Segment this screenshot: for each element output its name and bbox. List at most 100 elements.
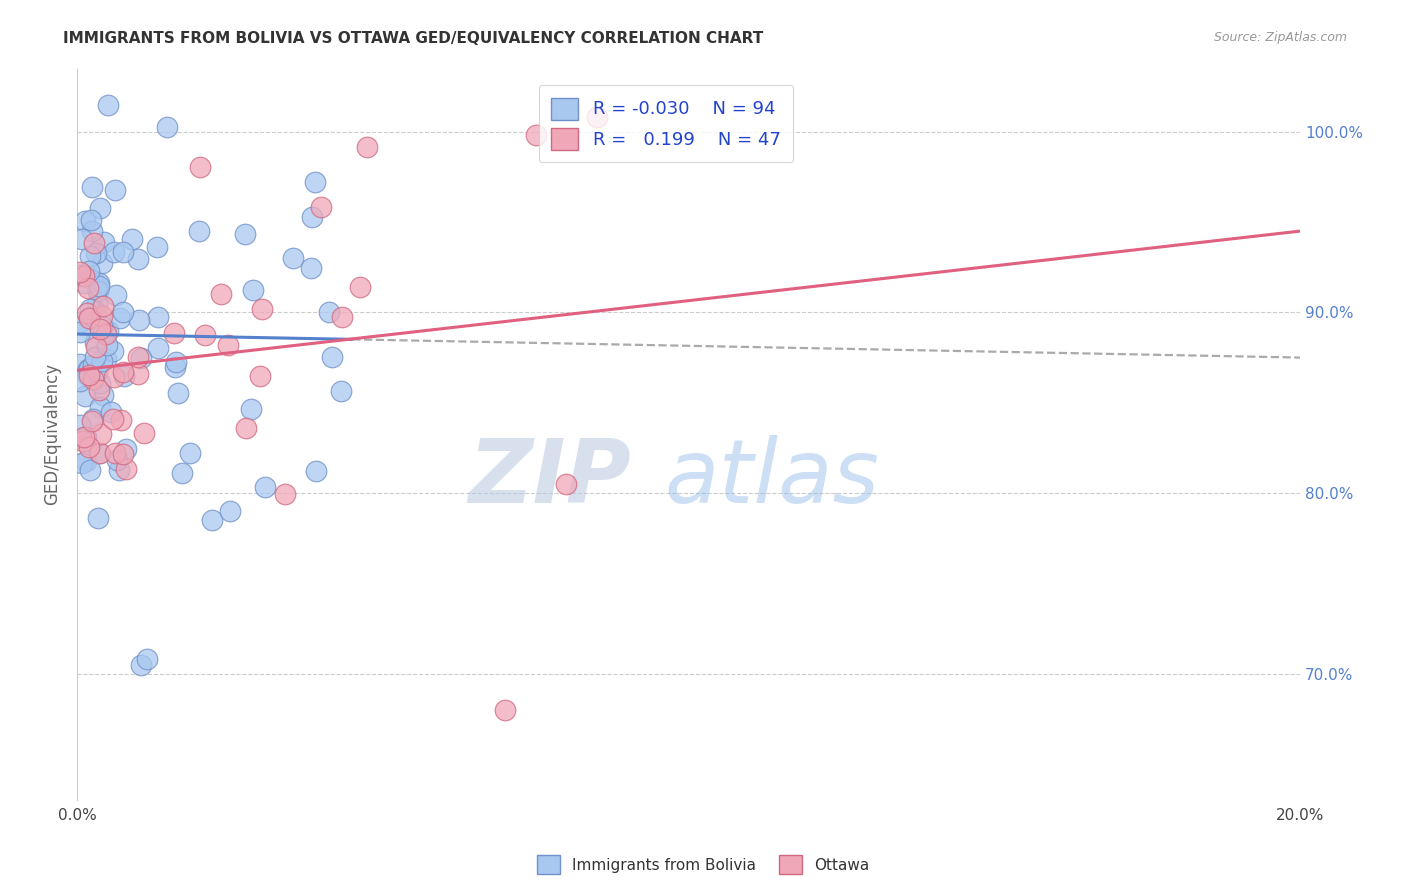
Point	[70, 232, 93, 246]
Text: ZIP: ZIP	[468, 434, 631, 522]
Point	[82, 358, 104, 372]
Point	[188, 160, 211, 174]
Point	[127, 367, 149, 381]
Point	[356, 139, 378, 153]
Point	[89, 427, 111, 442]
Point	[75, 454, 97, 468]
Point	[233, 227, 256, 241]
Point	[145, 240, 167, 254]
Point	[101, 411, 124, 425]
Point	[524, 128, 547, 143]
Point	[91, 310, 114, 324]
Point	[84, 305, 107, 319]
Point	[84, 350, 107, 364]
Point	[79, 302, 101, 317]
Point	[75, 430, 97, 444]
Point	[103, 245, 125, 260]
Point	[83, 236, 105, 251]
Point	[121, 232, 143, 246]
Point	[127, 252, 149, 267]
Point	[165, 355, 187, 369]
Legend: R = -0.030    N = 94, R =   0.199    N = 47: R = -0.030 N = 94, R = 0.199 N = 47	[538, 85, 793, 162]
Point	[91, 388, 114, 402]
Point	[69, 357, 91, 371]
Point	[235, 421, 257, 435]
Point	[129, 657, 152, 672]
Point	[69, 265, 91, 279]
Point	[87, 510, 110, 524]
Point	[91, 256, 114, 270]
Point	[79, 463, 101, 477]
Point	[77, 368, 100, 383]
Point	[274, 487, 297, 501]
Point	[112, 365, 135, 379]
Point	[93, 235, 115, 249]
Point	[77, 440, 100, 454]
Point	[127, 351, 149, 365]
Point	[253, 480, 276, 494]
Point	[94, 326, 117, 341]
Point	[114, 462, 136, 476]
Point	[84, 335, 107, 350]
Point	[76, 362, 98, 376]
Point	[89, 279, 111, 293]
Point	[585, 110, 607, 124]
Point	[91, 319, 114, 334]
Point	[77, 281, 100, 295]
Point	[163, 326, 186, 341]
Point	[318, 305, 340, 319]
Point	[69, 375, 91, 389]
Point	[77, 310, 100, 325]
Point	[299, 261, 322, 276]
Point	[242, 283, 264, 297]
Point	[94, 352, 117, 367]
Point	[252, 301, 274, 316]
Point	[89, 445, 111, 459]
Point	[89, 376, 111, 391]
Point	[128, 313, 150, 327]
Point	[79, 312, 101, 326]
Text: atlas: atlas	[664, 435, 879, 521]
Point	[82, 224, 104, 238]
Point	[209, 287, 232, 301]
Point	[555, 477, 578, 491]
Point	[108, 311, 131, 326]
Point	[107, 463, 129, 477]
Point	[96, 338, 118, 352]
Point	[494, 703, 516, 717]
Point	[87, 383, 110, 397]
Point	[69, 268, 91, 283]
Point	[86, 297, 108, 311]
Point	[73, 430, 96, 444]
Point	[170, 467, 193, 481]
Point	[69, 418, 91, 433]
Point	[146, 310, 169, 325]
Point	[82, 372, 104, 386]
Point	[73, 213, 96, 227]
Point	[249, 368, 271, 383]
Point	[201, 513, 224, 527]
Point	[87, 285, 110, 299]
Point	[100, 405, 122, 419]
Point	[349, 280, 371, 294]
Point	[86, 363, 108, 377]
Point	[82, 412, 104, 426]
Point	[217, 338, 239, 352]
Point	[73, 277, 96, 291]
Point	[110, 413, 132, 427]
Point	[146, 341, 169, 355]
Text: IMMIGRANTS FROM BOLIVIA VS OTTAWA GED/EQUIVALENCY CORRELATION CHART: IMMIGRANTS FROM BOLIVIA VS OTTAWA GED/EQ…	[63, 31, 763, 46]
Point	[111, 447, 134, 461]
Point	[70, 431, 93, 445]
Point	[77, 369, 100, 384]
Point	[91, 299, 114, 313]
Point	[188, 224, 211, 238]
Point	[104, 183, 127, 197]
Point	[72, 269, 94, 284]
Point	[112, 368, 135, 383]
Point	[111, 244, 134, 259]
Point	[76, 306, 98, 320]
Point	[80, 180, 103, 194]
Point	[89, 400, 111, 414]
Point	[84, 245, 107, 260]
